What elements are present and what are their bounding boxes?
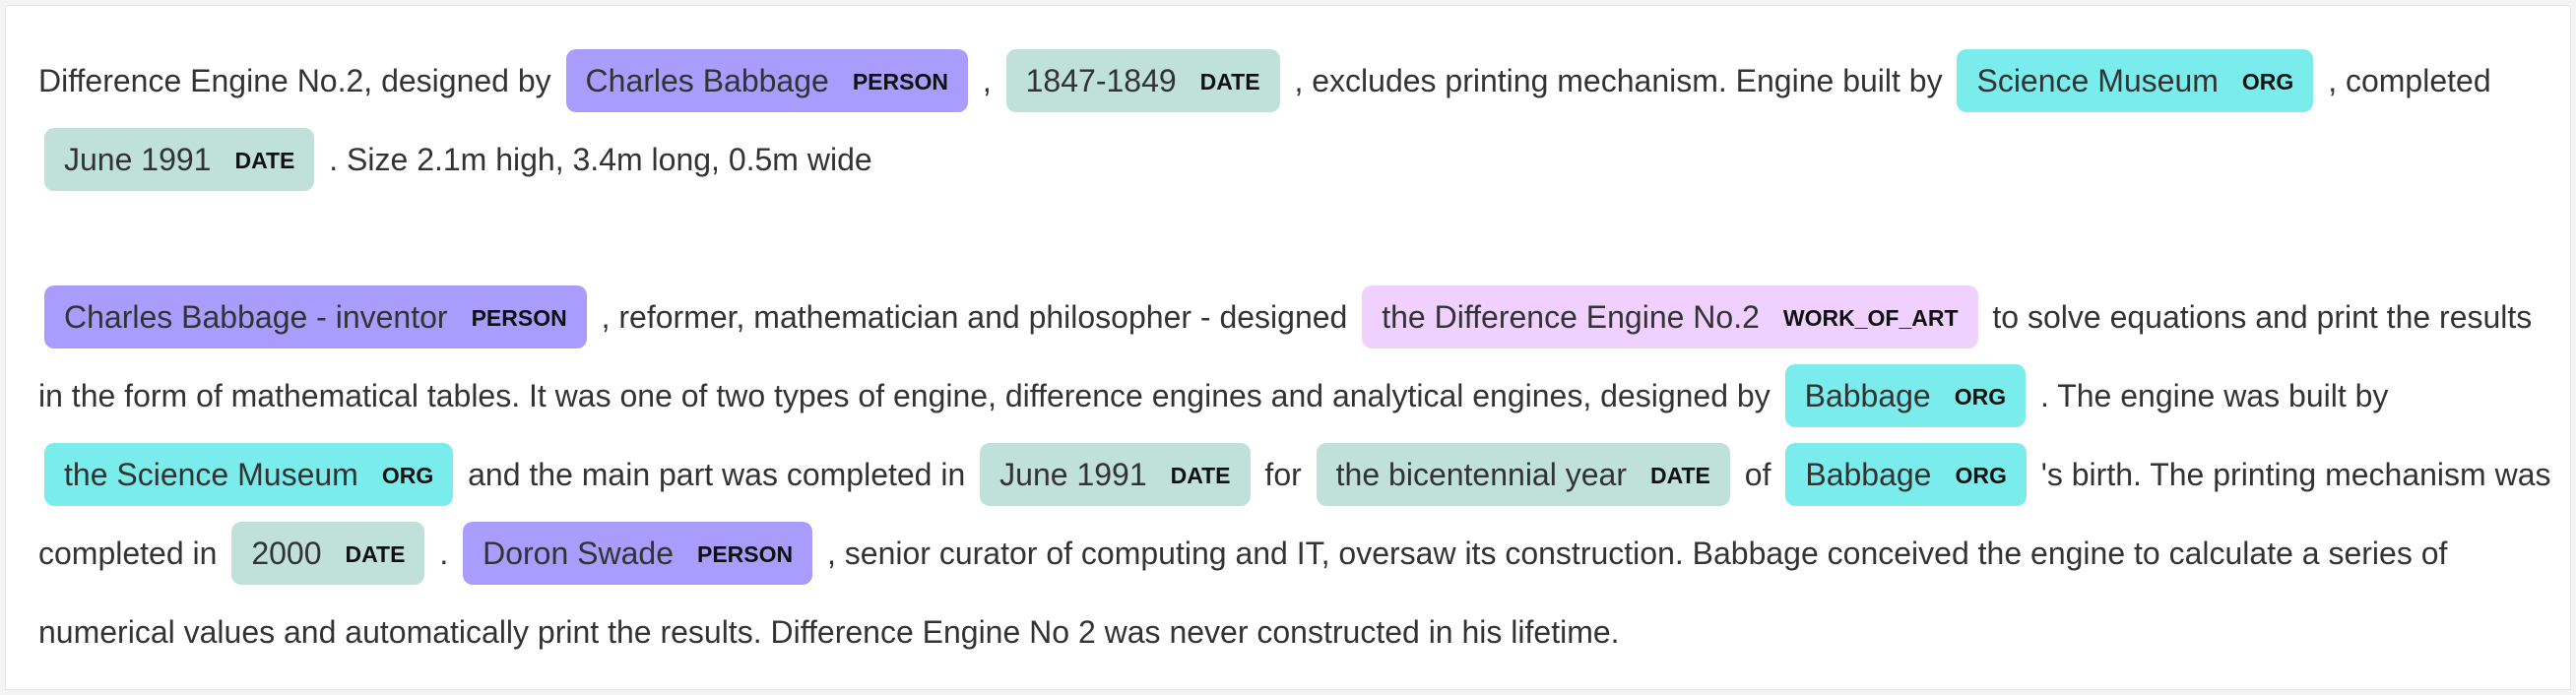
entity-text: the bicentennial year — [1335, 456, 1627, 492]
entity-org: Babbage ORG — [1785, 442, 2027, 506]
entity-text: Science Museum — [1976, 62, 2219, 98]
annotated-document: Difference Engine No.2, designed by Char… — [38, 41, 2559, 671]
plain-text: , reformer, mathematician and philosophe… — [592, 299, 1357, 335]
plain-text: and the main part was completed in — [459, 457, 975, 492]
plain-text: , excludes printing mechanism. Engine bu… — [1285, 63, 1952, 98]
plain-text: Difference Engine No.2, designed by — [38, 63, 560, 98]
entity-org: Science Museum ORG — [1957, 48, 2314, 112]
entity-label: WORK_OF_ART — [1782, 304, 1959, 331]
entity-date: the bicentennial year DATE — [1316, 442, 1730, 506]
entity-text: Babbage — [1804, 377, 1931, 413]
entity-text: the Science Museum — [64, 456, 358, 492]
entity-text: Charles Babbage — [585, 62, 829, 98]
plain-text: , — [973, 63, 1000, 98]
entity-label: DATE — [234, 147, 295, 173]
plain-text: , senior curator of computing and IT, ov… — [38, 536, 2448, 650]
entity-text: Doron Swade — [483, 535, 674, 571]
plain-text: , completed — [2319, 63, 2491, 98]
entity-label: PERSON — [471, 304, 567, 331]
entity-label: ORG — [381, 462, 434, 488]
entity-org: Babbage ORG — [1784, 363, 2027, 427]
entity-text: June 1991 — [64, 141, 212, 177]
plain-text: . Size 2.1m high, 3.4m long, 0.5m wide — [320, 142, 872, 177]
entity-date: June 1991 DATE — [980, 442, 1251, 506]
entity-date: 1847-1849 DATE — [1005, 48, 1280, 112]
plain-text: of — [1735, 457, 1780, 492]
plain-text: . — [430, 536, 458, 571]
entity-person: Doron Swade PERSON — [463, 521, 813, 585]
entity-label: DATE — [345, 540, 406, 567]
plain-text: . The engine was built by — [2031, 378, 2389, 413]
entity-text: 2000 — [251, 535, 322, 571]
entity-label: ORG — [1954, 383, 2007, 410]
entity-text: 1847-1849 — [1025, 62, 1177, 98]
entity-label: DATE — [1170, 462, 1231, 488]
entity-label: DATE — [1199, 68, 1260, 95]
plain-text: 's birth. The printing mechanism was com… — [38, 457, 2551, 571]
plain-text: to solve equations and print the results… — [38, 299, 2533, 413]
entity-text: Charles Babbage - inventor — [64, 298, 448, 335]
entity-label: DATE — [1649, 462, 1710, 488]
entity-label: ORG — [1955, 462, 2007, 488]
paragraph: Charles Babbage - inventor PERSON , refor… — [38, 278, 2559, 671]
entity-label: PERSON — [852, 68, 948, 95]
entity-date: June 1991 DATE — [44, 127, 315, 191]
entity-text: Babbage — [1805, 456, 1932, 492]
entity-person: Charles Babbage - inventor PERSON — [44, 284, 587, 348]
paragraph: Difference Engine No.2, designed by Char… — [38, 41, 2559, 199]
entity-visualizer-panel: Difference Engine No.2, designed by Char… — [5, 5, 2571, 690]
entity-text: the Difference Engine No.2 — [1382, 298, 1760, 335]
entity-label: PERSON — [696, 540, 794, 567]
entity-person: Charles Babbage PERSON — [565, 48, 968, 112]
entity-org: the Science Museum ORG — [44, 442, 454, 506]
entity-work-of-art: the Difference Engine No.2 WORK_OF_ART — [1362, 284, 1978, 348]
entity-date: 2000 DATE — [231, 521, 425, 585]
entity-label: ORG — [2241, 68, 2294, 95]
entity-text: June 1991 — [999, 456, 1147, 492]
plain-text: for — [1256, 457, 1311, 492]
